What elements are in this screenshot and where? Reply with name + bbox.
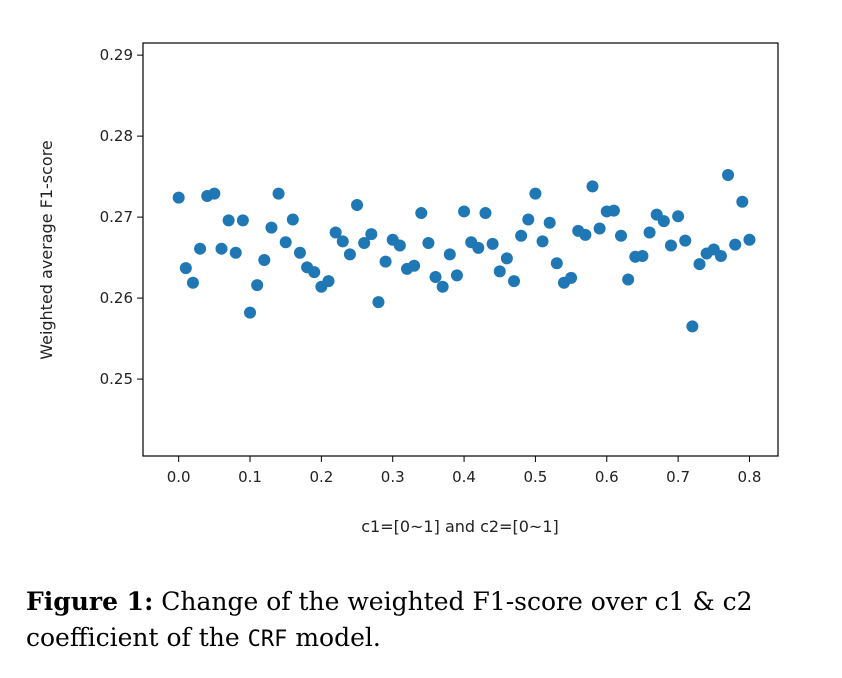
data-point: [686, 320, 699, 333]
data-point: [679, 234, 692, 247]
x-tick-label: 0.3: [381, 468, 405, 486]
data-point: [622, 273, 635, 286]
data-point: [636, 249, 649, 262]
y-axis-label: Weighted average F1-score: [37, 140, 56, 360]
y-tick-label: 0.26: [100, 289, 133, 307]
x-tick-label: 0.6: [595, 468, 619, 486]
y-tick-label: 0.25: [100, 370, 133, 388]
data-point: [714, 249, 727, 262]
x-tick-label: 0.1: [238, 468, 262, 486]
data-point: [579, 228, 592, 241]
x-tick-label: 0.8: [738, 468, 762, 486]
data-point: [415, 207, 428, 220]
data-point: [493, 265, 506, 278]
data-point: [172, 191, 185, 204]
caption-text-after: model.: [287, 623, 381, 652]
x-tick-label: 0.4: [452, 468, 476, 486]
data-point: [393, 239, 406, 252]
data-point: [529, 187, 542, 200]
data-point: [208, 187, 221, 200]
data-point: [215, 242, 228, 255]
data-point: [472, 241, 485, 254]
scatter-chart: 0.0 0.1 0.2 0.3 0.4 0.5 0.6 0.7 0.8 0.25 0.26 0.27…: [37, 42, 779, 536]
data-point: [693, 258, 706, 271]
data-point: [251, 279, 264, 292]
data-point: [279, 236, 292, 249]
data-point: [458, 205, 471, 218]
x-tick-label: 0.5: [523, 468, 547, 486]
data-point: [486, 237, 499, 250]
data-point: [615, 229, 628, 242]
x-axis: 0.0 0.1 0.2 0.3 0.4 0.5 0.6 0.7 0.8: [167, 456, 762, 486]
y-tick-label: 0.27: [100, 208, 133, 226]
data-point: [186, 276, 199, 289]
data-point: [379, 255, 392, 268]
data-point: [657, 215, 670, 228]
data-point: [236, 214, 249, 227]
x-axis-label: c1=[0~1] and c2=[0~1]: [361, 517, 559, 536]
data-point: [336, 235, 349, 248]
data-point: [244, 306, 257, 319]
data-point: [536, 235, 549, 248]
data-point: [500, 252, 513, 265]
data-point: [372, 296, 385, 309]
data-point: [643, 226, 656, 239]
figure-caption: Figure 1: Change of the weighted F1-scor…: [26, 584, 826, 658]
data-point: [365, 228, 378, 241]
x-tick-label: 0.0: [167, 468, 191, 486]
data-point: [607, 204, 620, 217]
data-point: [308, 266, 321, 279]
y-axis: 0.25 0.26 0.27 0.28 0.29: [100, 46, 143, 388]
data-point: [522, 213, 535, 226]
data-point: [515, 229, 528, 242]
data-point: [179, 262, 192, 275]
data-point: [265, 221, 278, 234]
y-tick-label: 0.28: [100, 127, 133, 145]
data-point: [258, 254, 271, 267]
data-point: [351, 198, 364, 211]
data-point: [408, 259, 421, 272]
data-point: [272, 187, 285, 200]
y-tick-label: 0.29: [100, 46, 133, 64]
data-point: [450, 269, 463, 282]
data-point: [429, 271, 442, 284]
data-point: [508, 275, 521, 288]
data-point: [664, 239, 677, 252]
data-point: [343, 248, 356, 261]
data-points: [172, 168, 756, 333]
data-point: [443, 248, 456, 261]
data-point: [722, 168, 735, 181]
data-point: [743, 233, 756, 246]
data-point: [422, 237, 435, 250]
data-point: [593, 222, 606, 235]
data-point: [543, 216, 556, 229]
data-point: [293, 246, 306, 259]
x-tick-label: 0.2: [309, 468, 333, 486]
caption-label: Figure 1:: [26, 587, 154, 616]
data-point: [672, 210, 685, 223]
data-point: [729, 238, 742, 251]
data-point: [479, 207, 492, 220]
plot-frame: [142, 42, 779, 457]
data-point: [358, 237, 371, 250]
data-point: [565, 271, 578, 284]
caption-model-name: CRF: [247, 627, 288, 652]
data-point: [286, 213, 299, 226]
data-point: [550, 257, 563, 270]
data-point: [229, 246, 242, 259]
x-tick-label: 0.7: [666, 468, 690, 486]
data-point: [586, 180, 599, 193]
data-point: [436, 280, 449, 293]
caption-text-before: Change of the weighted F1-score over c1 …: [26, 587, 753, 652]
data-point: [222, 214, 235, 227]
data-point: [194, 242, 207, 255]
data-point: [736, 195, 749, 208]
data-point: [322, 275, 335, 288]
data-point: [329, 226, 342, 239]
